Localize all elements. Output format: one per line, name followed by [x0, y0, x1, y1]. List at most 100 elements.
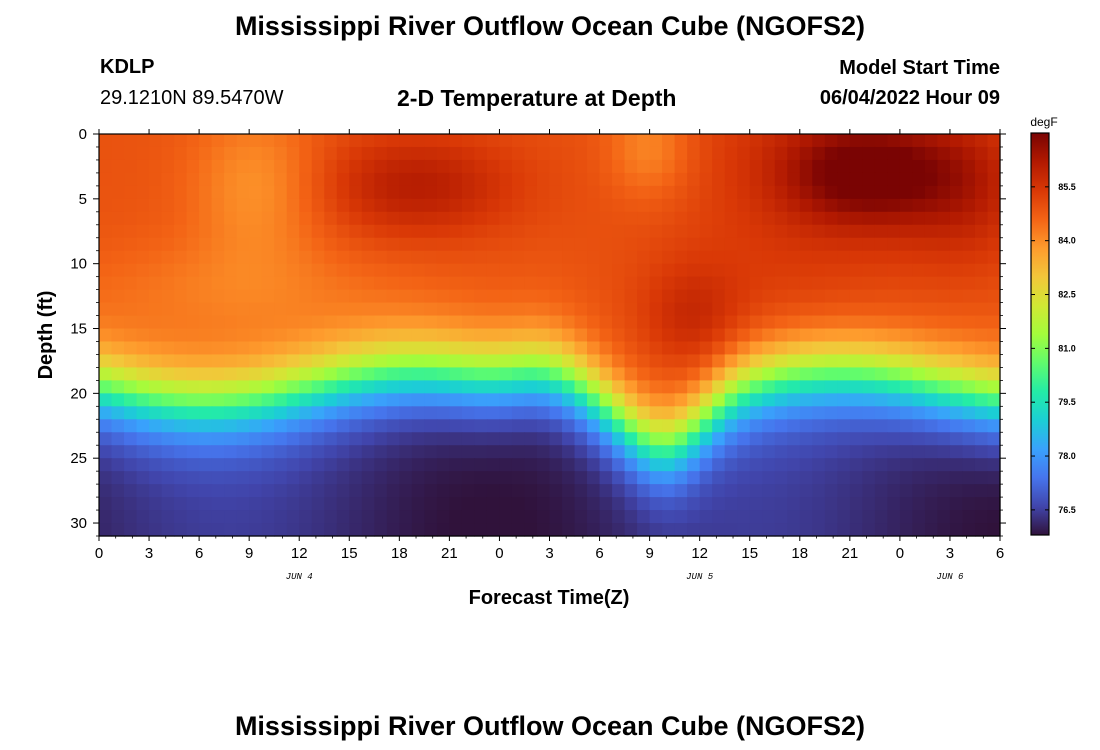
heatmap-cell [474, 211, 488, 226]
heatmap-cell [274, 406, 288, 420]
heatmap-cell [862, 276, 876, 291]
colorbar-tick-label: 78.0 [1058, 451, 1076, 461]
heatmap-cell [662, 289, 676, 304]
heatmap-cell [837, 458, 851, 472]
heatmap-cell [962, 341, 976, 356]
heatmap-cell [887, 367, 901, 381]
heatmap-cell [549, 393, 563, 407]
heatmap-cell [449, 146, 463, 161]
heatmap-cell [111, 263, 125, 278]
heatmap-cell [536, 458, 551, 472]
heatmap-cell [912, 289, 926, 304]
heatmap-cell [511, 354, 526, 369]
heatmap-cell [587, 289, 601, 304]
heatmap-cell [261, 211, 275, 226]
heatmap-cell [111, 510, 125, 524]
heatmap-cell [511, 380, 526, 394]
heatmap-cell [274, 198, 288, 213]
heatmap-cell [562, 393, 576, 407]
heatmap-cell [224, 341, 238, 356]
heatmap-cell [111, 289, 125, 304]
heatmap-cell [336, 432, 350, 446]
heatmap-cell [499, 211, 513, 226]
heatmap-cell [912, 484, 926, 498]
heatmap-cell [699, 393, 713, 407]
heatmap-cell [136, 172, 150, 187]
heatmap-cell [261, 146, 275, 161]
heatmap-cell [386, 458, 400, 472]
heatmap-cell [962, 445, 976, 459]
heatmap-cell [374, 406, 388, 420]
heatmap-cell [937, 276, 951, 291]
heatmap-cell [887, 380, 901, 394]
heatmap-cell [699, 471, 713, 485]
heatmap-cell [186, 134, 200, 148]
heatmap-cell [874, 510, 888, 524]
heatmap-cell [962, 237, 976, 252]
heatmap-cell [762, 406, 776, 420]
heatmap-cell [712, 198, 726, 213]
heatmap-cell [374, 523, 388, 537]
heatmap-cell [224, 276, 238, 291]
heatmap-cell [737, 289, 751, 304]
heatmap-cell [549, 471, 563, 485]
heatmap-cell [149, 250, 163, 265]
heatmap-cell [324, 198, 338, 213]
heatmap-cell [474, 250, 488, 265]
heatmap-cell [424, 393, 438, 407]
heatmap-cell [599, 458, 613, 472]
heatmap-cell [361, 263, 375, 278]
heatmap-cell [749, 393, 763, 407]
heatmap-cell [311, 510, 325, 524]
heatmap-cell [411, 523, 425, 537]
heatmap-cell [524, 406, 538, 420]
heatmap-cell [536, 159, 551, 174]
heatmap-cell [399, 211, 413, 226]
heatmap-cell [224, 471, 238, 485]
heatmap-cell [249, 224, 263, 239]
heatmap-cell [224, 237, 238, 252]
heatmap-cell [411, 445, 425, 459]
heatmap-cell [749, 159, 763, 174]
heatmap-cell [612, 432, 626, 446]
heatmap-cell [499, 406, 513, 420]
colorbar-tick-label: 76.5 [1058, 505, 1076, 515]
heatmap-cell [674, 263, 688, 278]
heatmap-cell [374, 393, 388, 407]
heatmap-cell [224, 289, 238, 304]
heatmap-cell [436, 263, 450, 278]
heatmap-cell [236, 484, 250, 498]
heatmap-cell [511, 185, 526, 200]
heatmap-cell [587, 432, 601, 446]
heatmap-cell [674, 458, 688, 472]
heatmap-cell [511, 341, 526, 356]
heatmap-cell [486, 419, 501, 433]
heatmap-cell [149, 328, 163, 343]
heatmap-cell [949, 497, 964, 511]
heatmap-cell [874, 380, 888, 394]
heatmap-cell [299, 523, 313, 537]
heatmap-cell [962, 172, 976, 187]
heatmap-cell [599, 146, 613, 161]
heatmap-cell [211, 224, 225, 239]
heatmap-cell [549, 354, 563, 369]
heatmap-cell [599, 159, 613, 174]
heatmap-cell [524, 172, 538, 187]
heatmap-cell [837, 302, 851, 317]
heatmap-cell [361, 458, 375, 472]
heatmap-cell [849, 419, 863, 433]
heatmap-cell [111, 134, 125, 148]
heatmap-cell [574, 211, 588, 226]
heatmap-cell [186, 432, 200, 446]
heatmap-cell [361, 406, 375, 420]
heatmap-cell [186, 159, 200, 174]
heatmap-cell [299, 484, 313, 498]
heatmap-cell [236, 276, 250, 291]
heatmap-cell [912, 393, 926, 407]
heatmap-cell [274, 523, 288, 537]
heatmap-cell [724, 211, 738, 226]
colorbar-tick-label: 81.0 [1058, 343, 1076, 353]
heatmap-cell [386, 263, 400, 278]
heatmap-cell [436, 250, 450, 265]
heatmap-cell [286, 471, 300, 485]
